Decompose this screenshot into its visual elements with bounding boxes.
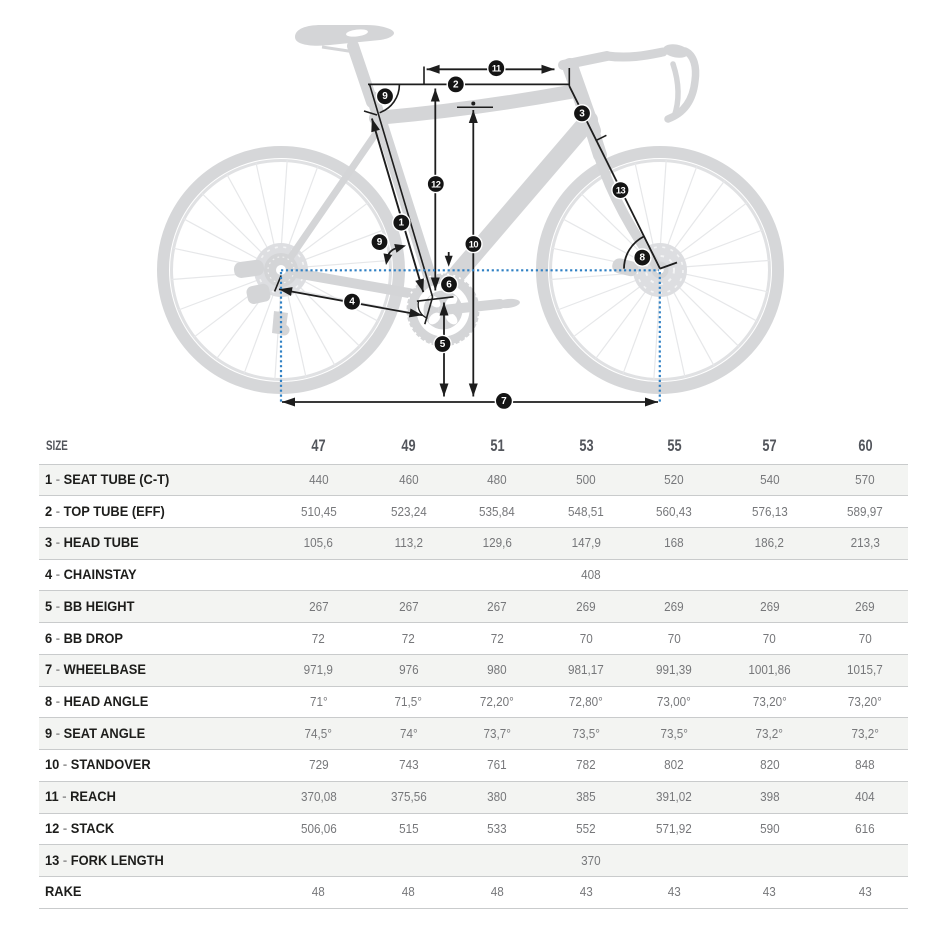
svg-text:2: 2	[453, 79, 459, 90]
svg-text:4: 4	[349, 297, 355, 308]
svg-text:12: 12	[431, 179, 441, 189]
svg-text:9: 9	[377, 237, 383, 248]
svg-text:13: 13	[616, 186, 626, 196]
svg-text:1: 1	[399, 218, 405, 229]
svg-text:7: 7	[501, 396, 507, 407]
svg-text:3: 3	[579, 108, 585, 119]
svg-text:5: 5	[440, 339, 446, 350]
svg-text:11: 11	[492, 64, 501, 74]
svg-text:10: 10	[469, 239, 479, 249]
svg-text:9: 9	[382, 91, 388, 102]
svg-text:6: 6	[446, 279, 452, 290]
svg-text:8: 8	[640, 253, 646, 264]
